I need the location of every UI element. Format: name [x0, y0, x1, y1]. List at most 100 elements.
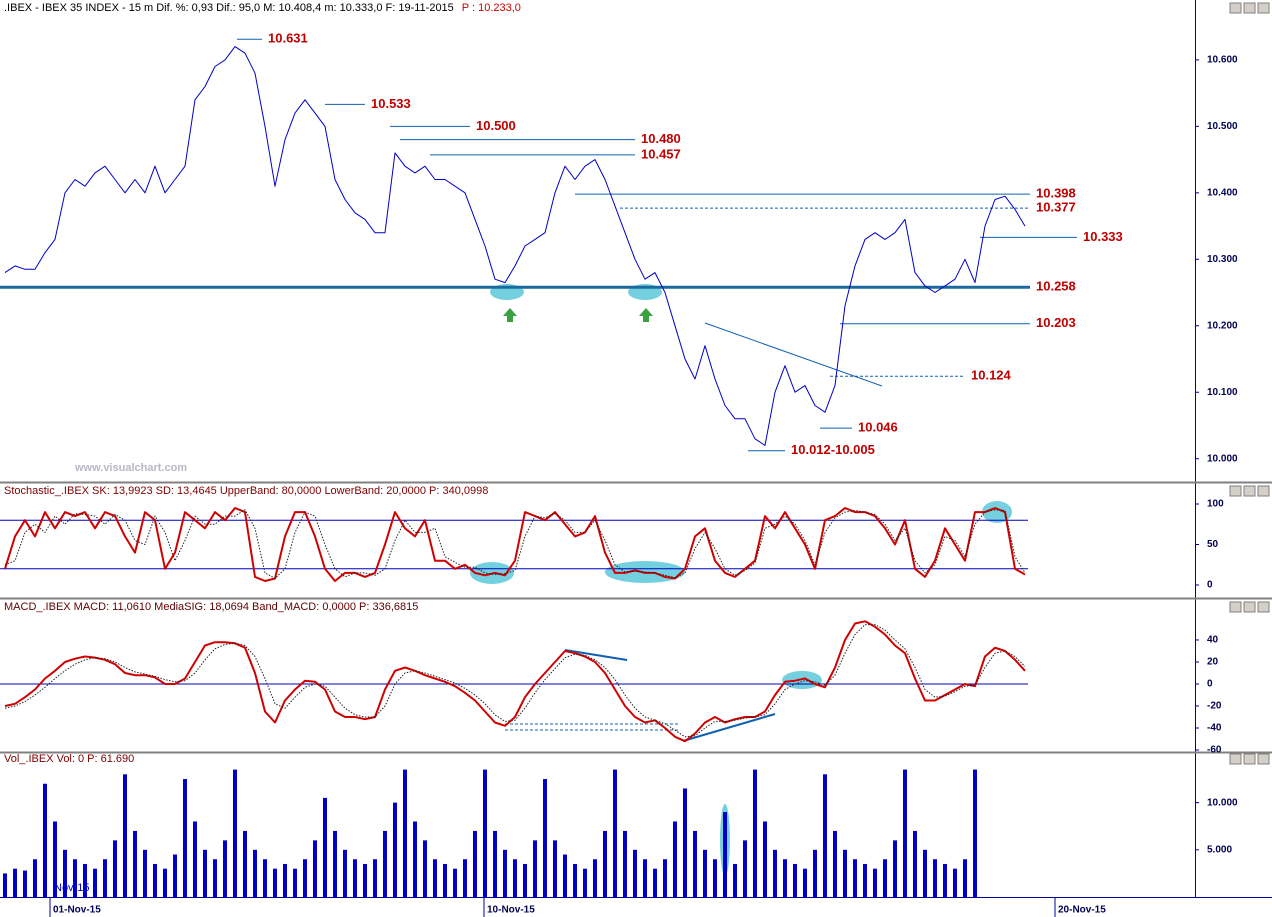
level-label: 10.398 — [1036, 186, 1076, 201]
volume-bar — [353, 859, 357, 897]
y-tick-label: 20 — [1207, 657, 1219, 668]
volume-bar — [503, 849, 507, 897]
series-line — [4, 624, 1026, 738]
volume-bar — [543, 779, 547, 897]
level-label: 10.333 — [1083, 229, 1123, 244]
x-tick-label: 10-Nov-15 — [487, 905, 535, 916]
plot-layers — [0, 38, 1077, 897]
volume-bar — [593, 859, 597, 897]
volume-bar — [343, 849, 347, 897]
level-label: 10.500 — [476, 118, 516, 133]
frame — [0, 0, 1272, 898]
volume-bar — [843, 849, 847, 897]
level-label: 10.203 — [1036, 315, 1076, 330]
window-button — [1229, 485, 1242, 497]
volume-bar — [43, 783, 47, 897]
series-line — [4, 620, 1026, 743]
volume-bar — [553, 840, 557, 897]
volume-bar — [303, 859, 307, 897]
level-label: 10.124 — [971, 368, 1012, 383]
window-button — [1257, 2, 1270, 14]
macd-panel — [0, 620, 1028, 743]
volume-bar — [683, 788, 687, 897]
stochastic-panel — [0, 501, 1028, 584]
volume-bar — [473, 830, 477, 897]
volume-bar — [53, 821, 57, 897]
volume-bar — [483, 769, 487, 897]
price-panel — [0, 38, 1077, 452]
volume-bar — [423, 840, 427, 897]
window-button — [1243, 753, 1256, 765]
window-button — [1243, 485, 1256, 497]
period-label: Nov-15 — [54, 882, 89, 894]
volume-bar — [883, 859, 887, 897]
window-button — [1243, 2, 1256, 14]
volume-bar — [923, 849, 927, 897]
volume-bar — [583, 868, 587, 897]
y-tick-label: 10.200 — [1207, 320, 1238, 331]
window-button — [1257, 601, 1270, 613]
trend-line — [564, 649, 628, 661]
volume-bar — [783, 859, 787, 897]
volume-bar — [973, 769, 977, 897]
volume-bar — [813, 849, 817, 897]
level-label: 10.258 — [1036, 279, 1076, 294]
volume-bar — [413, 821, 417, 897]
y-tick-label: 10.000 — [1207, 453, 1238, 464]
volume-bar — [623, 830, 627, 897]
last-price: P : 10.233,0 — [462, 2, 521, 14]
y-tick-label: 100 — [1207, 499, 1224, 510]
window-button — [1229, 2, 1242, 14]
volume-bar — [373, 859, 377, 897]
y-tick-label: 10.600 — [1207, 55, 1238, 66]
volume-bar — [753, 769, 757, 897]
volume-bar — [763, 821, 767, 897]
volume-bar — [863, 863, 867, 897]
up-arrow — [639, 308, 653, 322]
y-tick-label: 5.000 — [1207, 844, 1232, 855]
highlight — [982, 501, 1012, 523]
volume-bar — [293, 868, 297, 897]
volume-bar — [963, 859, 967, 897]
window-button — [1229, 601, 1242, 613]
volume-bar — [403, 769, 407, 897]
volume-bar — [23, 870, 27, 897]
volume-bar — [663, 859, 667, 897]
y-tick-label: 0 — [1207, 679, 1213, 690]
volume-bar — [853, 859, 857, 897]
volume-bar — [653, 868, 657, 897]
volume-bar — [163, 868, 167, 897]
volume-bar — [453, 868, 457, 897]
volume-bar — [773, 849, 777, 897]
level-label: 10.377 — [1036, 200, 1076, 215]
volume-bar — [193, 821, 197, 897]
y-tick-label: 10.000 — [1207, 797, 1238, 808]
volume-bar — [333, 830, 337, 897]
series-line — [4, 46, 1026, 446]
volume-bar — [323, 797, 327, 897]
volume-bar — [943, 863, 947, 897]
volume-bar — [613, 769, 617, 897]
volume-bar — [63, 849, 67, 897]
volume-bar — [643, 859, 647, 897]
volume-bar — [833, 830, 837, 897]
volume-bar — [493, 830, 497, 897]
y-tick-label: 10.100 — [1207, 387, 1238, 398]
volume-bar — [693, 830, 697, 897]
volume-bar — [533, 840, 537, 897]
volume-bar — [713, 859, 717, 897]
y-tick-label: 10.500 — [1207, 121, 1238, 132]
volume-bar — [823, 774, 827, 897]
volume-bar — [283, 863, 287, 897]
volume-bar — [603, 830, 607, 897]
volume-bar — [223, 840, 227, 897]
volume-bar — [183, 779, 187, 897]
volume-bar — [173, 854, 177, 897]
level-label: 10.631 — [268, 31, 308, 46]
volume-bar — [243, 830, 247, 897]
volume-bar — [33, 859, 37, 897]
y-tick-label: 0 — [1207, 580, 1213, 591]
level-label: 10.533 — [371, 96, 411, 111]
